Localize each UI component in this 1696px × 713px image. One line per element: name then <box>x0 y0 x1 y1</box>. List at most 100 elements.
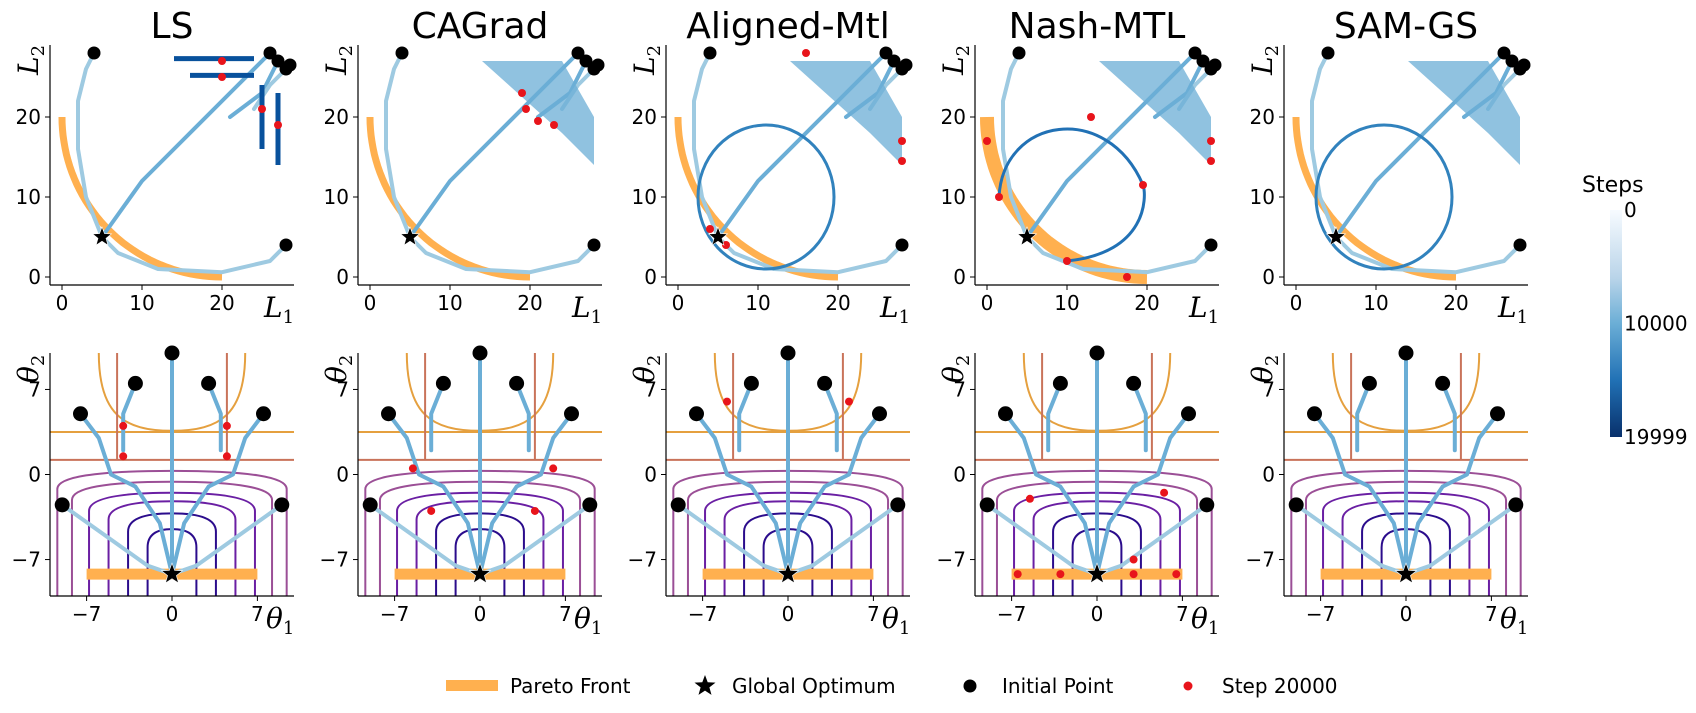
trajectory-fan <box>482 61 594 165</box>
initial-point <box>579 54 593 68</box>
x-axis-label: L1 <box>1188 291 1219 328</box>
final-step-point <box>1207 137 1215 145</box>
final-step-point <box>722 241 730 249</box>
trajectory-line <box>252 67 288 111</box>
initial-point <box>283 58 297 72</box>
global-optimum-star <box>160 562 184 584</box>
trajectory-line <box>786 411 882 577</box>
final-step-point <box>218 57 226 65</box>
initial-point <box>1307 406 1322 422</box>
initial-point <box>998 406 1013 422</box>
trajectory-line <box>676 502 790 577</box>
panel-title: Nash-MTL <box>1009 6 1186 47</box>
initial-point <box>571 46 585 60</box>
initial-point <box>472 345 488 361</box>
y-tick-label: 0 <box>1262 463 1275 487</box>
initial-point <box>872 406 887 422</box>
trajectory-line <box>170 502 284 577</box>
x-axis-label: θ1 <box>574 602 602 639</box>
final-step-point <box>802 49 810 57</box>
trajectory-line <box>478 502 592 577</box>
global-optimum-star <box>776 562 800 584</box>
trajectory-line <box>76 51 104 239</box>
initial-point <box>743 375 759 391</box>
trajectory-line <box>1314 123 1454 271</box>
final-step-point <box>1087 113 1095 121</box>
trajectory-line <box>386 411 482 577</box>
initial-point <box>395 46 409 60</box>
trajectory-line <box>60 502 174 577</box>
y-tick-label: 20 <box>324 105 349 129</box>
contour-line <box>479 352 555 432</box>
final-step-point <box>1172 570 1181 579</box>
legend-label: Step 20000 <box>1222 674 1338 698</box>
legend-star-icon <box>694 675 716 695</box>
final-step-point <box>530 506 539 515</box>
x-tick-label: 0 <box>166 602 179 626</box>
x-tick-label: 0 <box>1290 291 1303 315</box>
y-axis-label: L2 <box>320 45 357 76</box>
trajectory-line <box>384 51 412 239</box>
y-tick-label: 7 <box>336 377 349 401</box>
trajectory-line <box>1404 502 1518 577</box>
global-optimum-star <box>1016 226 1038 246</box>
final-step-point <box>995 193 1003 201</box>
y-tick-label: 10 <box>1250 185 1275 209</box>
final-step-point <box>522 105 530 113</box>
y-tick-label: 7 <box>28 377 41 401</box>
trajectory-line <box>694 411 790 577</box>
x-tick-label: 10 <box>1363 291 1388 315</box>
loss-space-plot: 0 10 20 0 10 20 L1 L2 <box>628 45 913 328</box>
contour-line <box>171 352 247 432</box>
final-step-point <box>549 464 558 473</box>
initial-point <box>890 497 906 513</box>
trajectory-line <box>1095 502 1209 577</box>
global-optimum-star <box>91 226 113 246</box>
y-axis-label: L2 <box>12 45 49 76</box>
y-tick-label: 10 <box>941 185 966 209</box>
trajectory-line <box>368 502 482 577</box>
initial-point <box>582 497 598 513</box>
x-tick-label: 0 <box>782 602 795 626</box>
y-axis-label: L2 <box>937 45 974 76</box>
global-optimum-star <box>399 226 421 246</box>
colorbar-title: Steps <box>1582 173 1644 198</box>
y-tick-label: 0 <box>1262 265 1275 289</box>
global-optimum-star <box>468 562 492 584</box>
y-axis-label: θ2 <box>937 355 974 383</box>
initial-point <box>879 46 893 60</box>
trajectory-line <box>786 502 900 577</box>
contour-line <box>97 352 173 432</box>
trajectory-line <box>478 411 574 577</box>
final-step-point <box>1129 555 1138 564</box>
legend-item: Step 20000 <box>1183 674 1338 698</box>
final-step-point <box>1013 570 1022 579</box>
initial-point <box>689 406 704 422</box>
y-tick-label: 7 <box>953 377 966 401</box>
final-step-point <box>534 117 542 125</box>
trajectory-line <box>1046 381 1063 453</box>
trajectory-line <box>997 127 1145 198</box>
x-axis-label: L1 <box>263 291 294 328</box>
x-tick-label: −7 <box>380 602 409 626</box>
y-tick-label: −7 <box>628 548 657 572</box>
x-tick-label: 0 <box>1400 602 1413 626</box>
trajectory-line <box>1334 235 1522 275</box>
x-tick-label: 20 <box>517 291 542 315</box>
initial-point <box>164 345 180 361</box>
x-axis-label: θ1 <box>1500 602 1528 639</box>
y-axis-label: θ2 <box>12 355 49 383</box>
x-tick-label: 10 <box>129 291 154 315</box>
panel-title: SAM-GS <box>1334 6 1478 47</box>
trajectory-line <box>716 235 904 275</box>
y-tick-label: −7 <box>937 548 966 572</box>
trajectory-line <box>1355 381 1372 453</box>
